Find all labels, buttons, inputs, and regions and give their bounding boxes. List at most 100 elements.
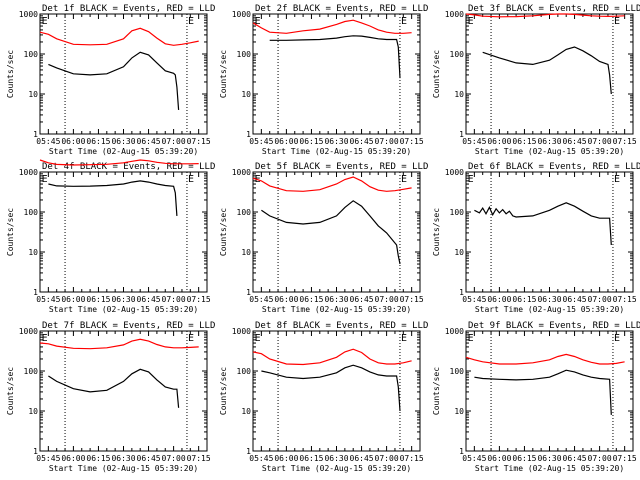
marker-label: E — [255, 333, 261, 344]
panel-title: Det 8f BLACK = Events, RED = LLD — [255, 321, 428, 331]
y-tick-label: 1 — [33, 288, 38, 297]
y-axis-label: Counts/sec — [432, 367, 441, 415]
x-tick-label: 07:00 — [375, 137, 399, 146]
y-tick-label: 10 — [28, 407, 38, 416]
y-tick-label: 1000 — [445, 10, 464, 19]
x-tick-label: 06:15 — [512, 454, 536, 463]
x-tick-label: 06:30 — [537, 137, 561, 146]
detector-panel-7: Det 7f BLACK = Events, RED = LLD E E 1 10 100… — [6, 321, 215, 473]
lld-series-line — [39, 159, 199, 166]
x-tick-label: 06:45 — [137, 137, 161, 146]
y-tick-label: 100 — [24, 367, 39, 376]
marker-label: E — [188, 174, 194, 185]
y-tick-label: 1000 — [232, 10, 251, 19]
x-tick-label: 07:00 — [162, 295, 186, 304]
detector-panel-4: Det 4f BLACK = Events, RED = LLD E E 1 10 100… — [6, 159, 215, 314]
x-axis-label: Start Time (02-Aug-15 05:39:20) — [262, 305, 411, 314]
detector-panel-6: Det 6f BLACK = Events, RED = LLD E E 1 10 100… — [432, 162, 640, 314]
x-tick-label: 06:00 — [61, 137, 85, 146]
x-tick-label: 05:45 — [249, 454, 273, 463]
y-tick-label: 1 — [246, 288, 251, 297]
panel-title: Det 3f BLACK = Events, RED = LLD — [468, 4, 640, 14]
y-axis-label: Counts/sec — [432, 50, 441, 98]
marker-label: E — [468, 16, 474, 27]
x-tick-label: 07:15 — [400, 295, 424, 304]
panel-title: Det 7f BLACK = Events, RED = LLD — [42, 321, 215, 331]
x-axis-label: Start Time (02-Aug-15 05:39:20) — [49, 147, 198, 156]
y-axis-label: Counts/sec — [432, 208, 441, 256]
y-tick-label: 10 — [28, 90, 38, 99]
x-tick-label: 06:30 — [111, 137, 135, 146]
panel-title: Det 6f BLACK = Events, RED = LLD — [468, 162, 640, 172]
detector-panel-1: Det 1f BLACK = Events, RED = LLD E E 1 10 100… — [6, 4, 215, 156]
x-tick-label: 07:15 — [613, 137, 637, 146]
marker-label: E — [188, 16, 194, 27]
detector-panel-2: Det 2f BLACK = Events, RED = LLD E E 1 10 100… — [219, 4, 428, 156]
x-tick-label: 06:30 — [537, 454, 561, 463]
y-tick-label: 10 — [454, 90, 464, 99]
x-tick-label: 06:45 — [137, 295, 161, 304]
y-tick-label: 100 — [24, 50, 39, 59]
x-tick-label: 05:45 — [249, 295, 273, 304]
x-tick-label: 06:15 — [86, 295, 110, 304]
y-tick-label: 1 — [33, 447, 38, 456]
x-tick-label: 06:00 — [274, 454, 298, 463]
x-tick-label: 06:00 — [487, 454, 511, 463]
x-tick-label: 07:00 — [375, 295, 399, 304]
x-tick-label: 07:00 — [588, 454, 612, 463]
x-axis-label: Start Time (02-Aug-15 05:39:20) — [262, 147, 411, 156]
x-tick-label: 06:45 — [563, 295, 587, 304]
y-tick-label: 1 — [246, 130, 251, 139]
x-tick-label: 05:45 — [249, 137, 273, 146]
y-tick-label: 1000 — [19, 168, 38, 177]
marker-label: E — [401, 174, 407, 185]
y-axis-label: Counts/sec — [219, 367, 228, 415]
marker-label: E — [42, 174, 48, 185]
x-tick-label: 06:15 — [512, 295, 536, 304]
x-tick-label: 06:15 — [86, 137, 110, 146]
panel-title: Det 9f BLACK = Events, RED = LLD — [468, 321, 640, 331]
x-axis-label: Start Time (02-Aug-15 05:39:20) — [475, 147, 624, 156]
events-series-line — [261, 200, 401, 265]
events-series-line — [48, 368, 180, 408]
y-tick-label: 100 — [450, 50, 465, 59]
x-tick-label: 06:00 — [274, 295, 298, 304]
x-tick-label: 06:00 — [487, 137, 511, 146]
x-tick-label: 06:00 — [61, 454, 85, 463]
x-tick-label: 07:15 — [400, 454, 424, 463]
x-tick-label: 06:15 — [299, 137, 323, 146]
x-tick-label: 06:45 — [350, 295, 374, 304]
y-tick-label: 100 — [237, 367, 252, 376]
events-series-line — [48, 180, 178, 216]
x-tick-label: 07:15 — [187, 137, 211, 146]
lld-series-line — [39, 338, 199, 350]
y-tick-label: 100 — [237, 208, 252, 217]
marker-label: E — [42, 16, 48, 27]
x-tick-label: 06:15 — [512, 137, 536, 146]
panel-title: Det 1f BLACK = Events, RED = LLD — [42, 4, 215, 14]
x-tick-label: 06:00 — [487, 295, 511, 304]
y-tick-label: 1 — [459, 447, 464, 456]
y-tick-label: 100 — [237, 50, 252, 59]
y-tick-label: 1000 — [19, 327, 38, 336]
x-tick-label: 07:00 — [162, 137, 186, 146]
y-tick-label: 1 — [459, 130, 464, 139]
x-tick-label: 06:15 — [86, 454, 110, 463]
y-tick-label: 1000 — [232, 168, 251, 177]
y-axis-label: Counts/sec — [6, 50, 15, 98]
x-tick-label: 06:00 — [274, 137, 298, 146]
x-tick-label: 07:00 — [162, 454, 186, 463]
events-series-line — [474, 369, 612, 415]
events-series-line — [269, 35, 401, 79]
panel-title: Det 4f BLACK = Events, RED = LLD — [42, 162, 215, 172]
marker-label: E — [401, 16, 407, 27]
lld-series-line — [465, 13, 625, 18]
y-tick-label: 100 — [24, 208, 39, 217]
marker-label: E — [614, 174, 620, 185]
y-tick-label: 10 — [28, 248, 38, 257]
x-axis-label: Start Time (02-Aug-15 05:39:20) — [262, 464, 411, 473]
marker-label: E — [468, 174, 474, 185]
x-axis-label: Start Time (02-Aug-15 05:39:20) — [475, 305, 624, 314]
x-tick-label: 05:45 — [462, 137, 486, 146]
